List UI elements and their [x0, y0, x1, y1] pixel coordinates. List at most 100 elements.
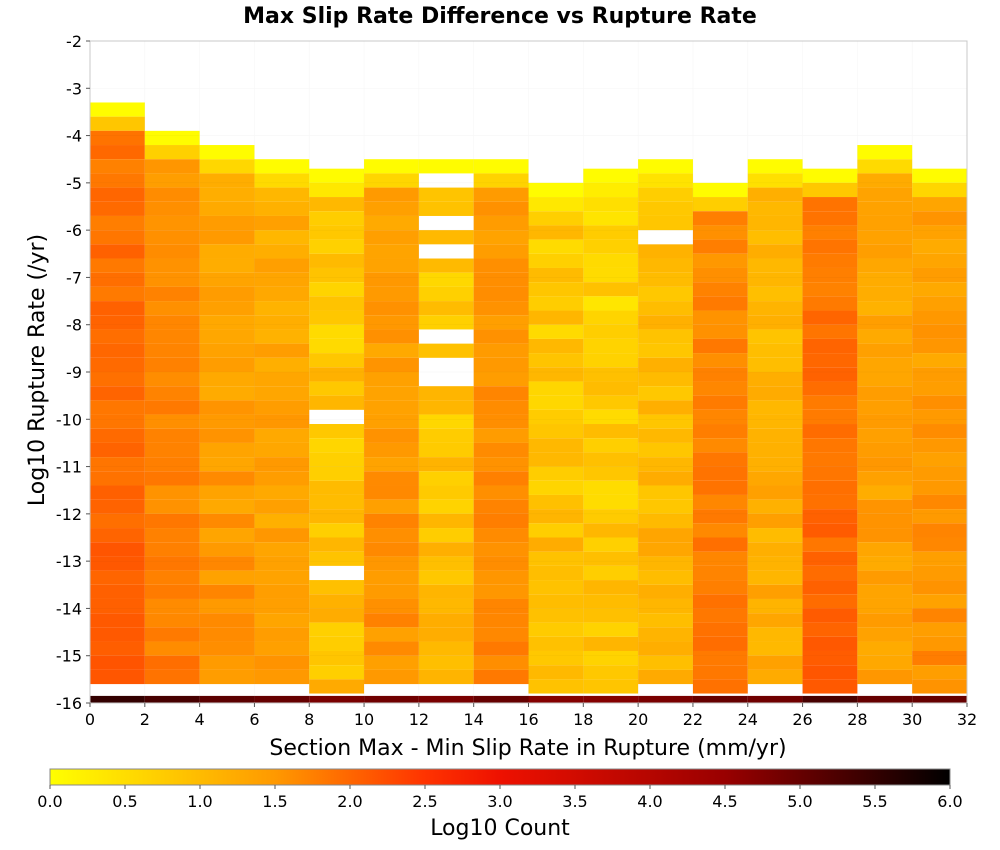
y-axis-label: Log10 Rupture Rate (/yr) — [25, 234, 50, 506]
heatmap-cell — [418, 187, 474, 202]
x-tick-label: 26 — [792, 710, 812, 729]
heatmap-cell — [199, 386, 255, 401]
y-tick-label: -5 — [66, 174, 82, 193]
x-tick-label: 6 — [249, 710, 259, 729]
y-tick-label: -7 — [66, 268, 82, 287]
y-tick-label: -2 — [66, 32, 82, 51]
y-tick-label: -16 — [56, 694, 82, 713]
colorbar-tick-label: 5.5 — [862, 792, 887, 811]
heatmap-cell — [144, 201, 200, 216]
heatmap-cell — [692, 650, 748, 666]
heatmap-cell — [802, 565, 858, 581]
heatmap-cell — [90, 598, 145, 614]
heatmap-cell — [90, 542, 145, 557]
heatmap-cell — [583, 695, 639, 703]
heatmap-cell — [912, 310, 967, 325]
heatmap-cell — [528, 324, 584, 339]
heatmap-cell — [638, 272, 693, 287]
heatmap-cell — [473, 286, 529, 302]
heatmap-cell — [364, 230, 419, 245]
heatmap-cell — [418, 485, 474, 500]
x-tick-label: 10 — [354, 710, 374, 729]
heatmap-cell — [692, 239, 748, 254]
heatmap-cell — [418, 272, 474, 287]
heatmap-cell — [90, 187, 145, 202]
heatmap-cell — [364, 244, 419, 259]
colorbar-tick-label: 3.5 — [562, 792, 587, 811]
heatmap-cell — [747, 641, 803, 656]
x-tick-label: 20 — [628, 710, 648, 729]
heatmap-cell — [912, 695, 967, 703]
x-tick-label: 0 — [85, 710, 95, 729]
heatmap-cell — [144, 286, 200, 302]
colorbar-tick-label: 1.5 — [262, 792, 287, 811]
heatmap-cell — [857, 485, 913, 500]
heatmap-cell — [857, 598, 913, 614]
heatmap-cell — [912, 551, 967, 566]
colorbar-tick-label: 6.0 — [937, 792, 962, 811]
heatmap-cell — [583, 239, 639, 254]
heatmap-cell — [583, 353, 639, 368]
heatmap-cell — [309, 580, 365, 595]
heatmap-cell — [528, 695, 584, 703]
heatmap-cell — [144, 485, 200, 500]
heatmap-cell — [583, 580, 639, 595]
heatmap-cell — [802, 296, 858, 311]
heatmap-cell — [912, 665, 967, 680]
heatmap-cell — [90, 513, 145, 529]
heatmap-cell — [254, 173, 310, 188]
colorbar-tick-label: 0.0 — [37, 792, 62, 811]
heatmap-cell — [802, 324, 858, 339]
heatmap-cell — [692, 622, 748, 637]
heatmap-cell — [528, 438, 584, 453]
heatmap-cell — [638, 570, 693, 585]
heatmap-cell — [199, 173, 255, 188]
heatmap-cell — [747, 669, 803, 685]
heatmap-cell — [364, 485, 419, 500]
heatmap-cell — [309, 523, 365, 538]
heatmap-cell — [90, 499, 145, 514]
heatmap-cell — [747, 556, 803, 571]
y-tick-label: -3 — [66, 79, 82, 98]
heatmap-cell — [144, 471, 200, 486]
heatmap-cell — [254, 414, 310, 429]
heatmap-cell — [528, 565, 584, 581]
heatmap-cell — [254, 386, 310, 401]
heatmap-cell — [583, 551, 639, 566]
heatmap-cell — [309, 594, 365, 609]
heatmap-cell — [473, 414, 529, 429]
heatmap-cell — [802, 353, 858, 368]
heatmap-cell — [144, 442, 200, 458]
heatmap-cell — [473, 442, 529, 458]
heatmap-cell — [583, 409, 639, 425]
heatmap-cell — [364, 215, 419, 231]
heatmap-cell — [90, 301, 145, 316]
heatmap-cell — [364, 499, 419, 514]
heatmap-cell — [254, 159, 310, 174]
heatmap-cell — [583, 267, 639, 283]
heatmap-cell — [857, 343, 913, 358]
heatmap-cell — [144, 386, 200, 401]
heatmap-cell — [857, 315, 913, 330]
heatmap-cell — [583, 608, 639, 623]
heatmap-cell — [692, 594, 748, 609]
heatmap-cell — [747, 442, 803, 458]
heatmap-cell — [90, 570, 145, 585]
heatmap-cell — [309, 509, 365, 524]
heatmap-cell — [254, 272, 310, 287]
heatmap-cell — [583, 168, 639, 183]
heatmap-cell — [747, 414, 803, 429]
heatmap-cell — [692, 409, 748, 425]
heatmap-cell — [638, 641, 693, 656]
heatmap-cell — [912, 282, 967, 297]
heatmap-cell — [254, 570, 310, 585]
heatmap-cell — [583, 679, 639, 694]
heatmap-cell — [364, 286, 419, 302]
heatmap-cell — [364, 414, 419, 429]
heatmap-cell — [802, 551, 858, 566]
heatmap-cell — [802, 480, 858, 495]
heatmap-cell — [857, 258, 913, 273]
heatmap-cell — [638, 695, 693, 703]
heatmap-cell — [309, 353, 365, 368]
heatmap-cell — [857, 159, 913, 174]
